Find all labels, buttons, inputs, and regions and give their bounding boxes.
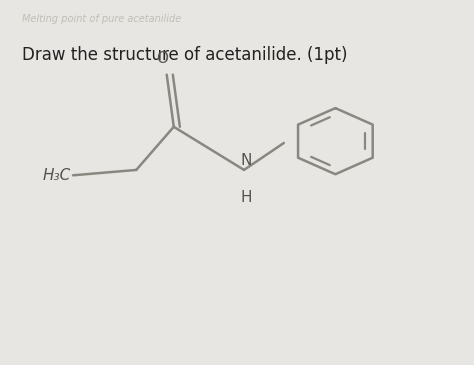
Text: Melting point of pure acetanilide: Melting point of pure acetanilide bbox=[21, 14, 181, 24]
Text: H: H bbox=[241, 190, 252, 205]
Text: Draw the structure of acetanilide. (1pt): Draw the structure of acetanilide. (1pt) bbox=[21, 46, 347, 64]
Text: N: N bbox=[241, 153, 252, 168]
Text: H₃C: H₃C bbox=[43, 168, 71, 183]
Text: O: O bbox=[156, 51, 168, 66]
